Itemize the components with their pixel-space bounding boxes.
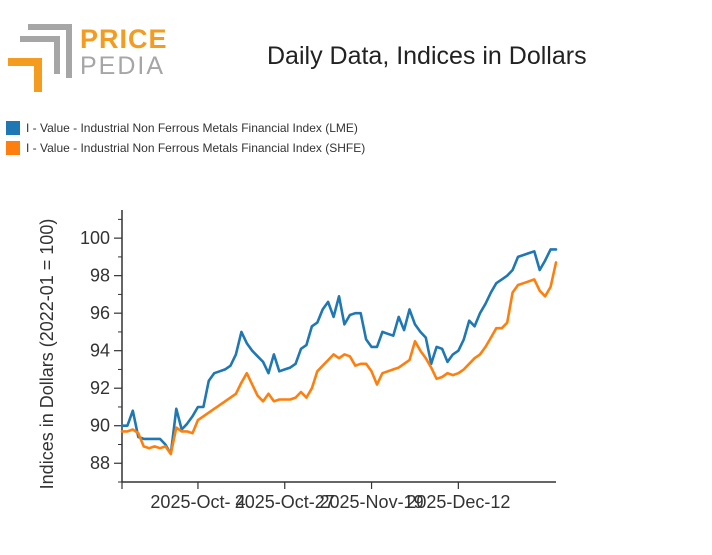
chart-legend: I - Value - Industrial Non Ferrous Metal… [6,118,365,158]
y-axis-title: Indices in Dollars (2022-01 = 100) [37,219,57,490]
legend-swatch-shfe [6,141,20,155]
y-tick-label-90: 90 [90,416,110,436]
logo-mark-middle [20,36,60,74]
legend-label-lme: I - Value - Industrial Non Ferrous Metal… [26,121,358,135]
y-tick-label-96: 96 [90,303,110,323]
x-tick-label-1: 2025-Oct-27 [235,492,335,512]
legend-swatch-lme [6,121,20,135]
y-tick-label-92: 92 [90,378,110,398]
x-tick-label-3: 2025-Dec-12 [406,492,510,512]
logo-mark-inner [8,58,42,92]
logo-mark-icon [8,24,72,92]
x-tick-label-2: 2025-Nov-19 [320,492,424,512]
y-tick-label-88: 88 [90,453,110,473]
series-line-lme [120,248,558,456]
y-tick-label-100: 100 [80,228,110,248]
x-tick-label-0: 2025-Oct- 4 [150,492,245,512]
chart-title: Daily Data, Indices in Dollars [267,42,587,70]
y-tick-label-98: 98 [90,266,110,286]
logo-mark-outer [28,24,72,78]
pricepedia-logo: PRICE PEDIA [6,22,168,94]
y-tick-label-94: 94 [90,341,110,361]
logo-word-pedia: PEDIA [80,52,166,80]
legend-item-lme[interactable]: I - Value - Industrial Non Ferrous Metal… [6,118,365,138]
series-line-shfe [120,261,558,456]
legend-label-shfe: I - Value - Industrial Non Ferrous Metal… [26,141,366,155]
logo-word-price: PRICE [80,24,168,54]
legend-item-shfe[interactable]: I - Value - Industrial Non Ferrous Metal… [6,138,365,158]
